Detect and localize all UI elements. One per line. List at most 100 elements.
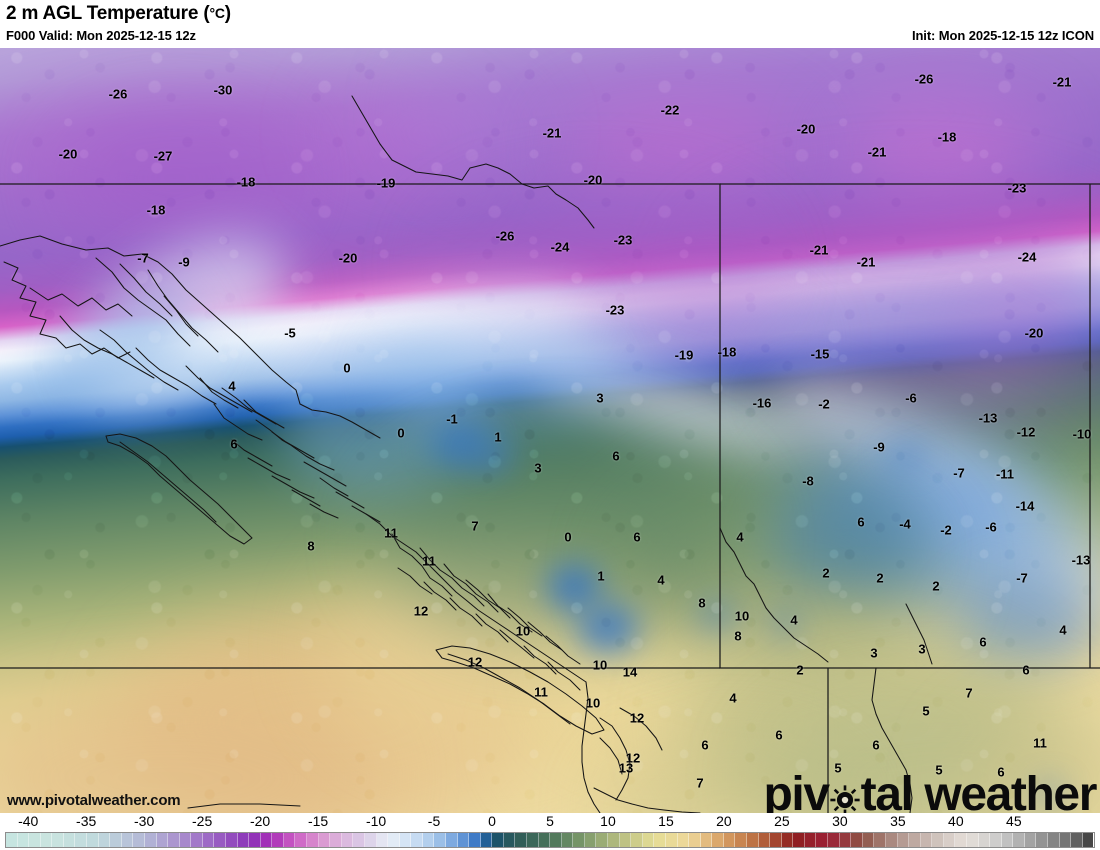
temperature-value-label: 6 (633, 529, 641, 545)
temperature-value-label: 0 (564, 529, 572, 545)
colorbar-swatch (1071, 833, 1083, 847)
temperature-value-label: -22 (660, 102, 680, 118)
temperature-value-label: -27 (153, 148, 173, 164)
colorbar-tick-label: 35 (890, 813, 906, 829)
temperature-value-label: 12 (625, 750, 641, 766)
geography-overlay (0, 95, 1100, 813)
temperature-value-label: 0 (343, 360, 351, 376)
colorbar-swatch (642, 833, 655, 847)
temperature-value-label: 5 (922, 703, 930, 719)
temperature-value-label: 12 (413, 603, 429, 619)
colorbar-swatch (110, 833, 122, 847)
colorbar-swatch (330, 833, 342, 847)
colorbar-tick-label: -35 (76, 813, 97, 829)
temperature-value-label: -18 (937, 129, 957, 145)
colorbar-tick-labels: -40 -35 -30 -25 -20 -15 -10 -5 0 5 10 15 20 25 30 35 40 4… (0, 813, 1100, 831)
colorbar-swatch (29, 833, 41, 847)
temperature-value-label: 6 (1022, 662, 1030, 678)
colorbar-swatch (272, 833, 284, 847)
colorbar-swatch (550, 833, 562, 847)
colorbar-tick-label: 5 (546, 813, 554, 829)
colorbar-swatch (318, 833, 331, 847)
colorbar-swatch (6, 833, 18, 847)
temperature-value-label: 4 (657, 572, 665, 588)
temperature-value-label: -21 (542, 125, 562, 141)
temperature-value-label: -19 (674, 347, 694, 363)
temperature-value-label: 1 (597, 568, 605, 584)
temperature-value-label: -20 (58, 146, 78, 162)
colorbar-swatch (1059, 833, 1072, 847)
colorbar[interactable] (5, 832, 1095, 848)
colorbar-swatch (885, 833, 898, 847)
temperature-value-label: -5 (284, 325, 296, 341)
colorbar-swatch (295, 833, 308, 847)
colorbar-tick-label: -20 (249, 813, 271, 829)
temperature-value-label: -24 (1017, 249, 1037, 265)
colorbar-swatch (469, 833, 481, 847)
temperature-value-label: 6 (230, 436, 238, 452)
temperature-value-label: -7 (1016, 570, 1028, 586)
temperature-value-label: 7 (471, 518, 479, 534)
colorbar-swatch (573, 833, 585, 847)
colorbar-swatch (851, 833, 863, 847)
temperature-value-label: 4 (729, 690, 737, 706)
colorbar-swatch (376, 833, 389, 847)
temperature-value-label: -26 (914, 71, 934, 87)
colorbar-swatch (735, 833, 747, 847)
colorbar-swatch (631, 833, 643, 847)
map-header: 2 m AGL Temperature (°C) F000 Valid: Mon… (0, 0, 1100, 48)
colorbar-tick-label: -15 (307, 813, 329, 829)
colorbar-swatch (712, 833, 724, 847)
temperature-label-layer: -26 -30 -22 -26 -21 -20 -27 -21 -20 -18 -21 -18 -19-… (0, 48, 1100, 813)
temperature-value-label: -20 (338, 250, 358, 266)
colorbar-swatch (191, 833, 203, 847)
temperature-value-label: 3 (918, 641, 926, 657)
colorbar-swatch (747, 833, 759, 847)
temperature-value-label: -21 (809, 242, 829, 258)
colorbar-swatch (214, 833, 226, 847)
temperature-value-label: -23 (613, 232, 633, 248)
gear-sun-icon (830, 785, 860, 813)
temperature-value-label: -21 (1052, 74, 1072, 90)
colorbar-tick-label: 20 (716, 813, 732, 829)
colorbar-swatch (422, 833, 435, 847)
temperature-value-label: 0 (397, 425, 405, 441)
colorbar-swatch (990, 833, 1002, 847)
colorbar-swatch (179, 833, 192, 847)
colorbar-swatch (665, 833, 678, 847)
colorbar-swatch (480, 833, 493, 847)
temperature-value-label: 8 (307, 538, 315, 554)
temperature-value-label: 4 (790, 612, 798, 628)
page-title: 2 m AGL Temperature (°C) (6, 3, 231, 25)
temperature-value-label: -18 (717, 344, 737, 360)
temperature-value-label: -12 (1016, 424, 1036, 440)
temperature-value-label: 11 (422, 553, 436, 569)
temperature-value-label: 6 (775, 727, 783, 743)
colorbar-swatch (75, 833, 88, 847)
colorbar-swatch (1024, 833, 1037, 847)
temperature-value-label: -23 (605, 302, 625, 318)
temperature-value-label: -20 (1024, 325, 1044, 341)
pivotal-weather-logo: piv (763, 771, 1097, 813)
temperature-value-label: -7 (953, 465, 965, 481)
colorbar-swatch (700, 833, 713, 847)
colorbar-swatch (758, 833, 771, 847)
colorbar-swatch (689, 833, 701, 847)
colorbar-swatch (52, 833, 64, 847)
colorbar-swatch (561, 833, 574, 847)
colorbar-swatch (237, 833, 250, 847)
map-canvas[interactable]: -26 -30 -22 -26 -21 -20 -27 -21 -20 -18 -21 -18 -19-… (0, 48, 1100, 813)
colorbar-swatch (596, 833, 609, 847)
colorbar-swatch (133, 833, 145, 847)
colorbar-swatch (156, 833, 169, 847)
colorbar-swatch (260, 833, 273, 847)
colorbar-swatch (17, 833, 30, 847)
temperature-value-label: 6 (612, 448, 620, 464)
colorbar-tick-label: 45 (1006, 813, 1022, 829)
colorbar-tick-label: -30 (134, 813, 155, 829)
colorbar-swatch (1048, 833, 1060, 847)
temperature-value-label: -20 (583, 172, 603, 188)
temperature-value-label: -19 (376, 175, 396, 191)
temperature-value-label: -2 (940, 522, 952, 538)
